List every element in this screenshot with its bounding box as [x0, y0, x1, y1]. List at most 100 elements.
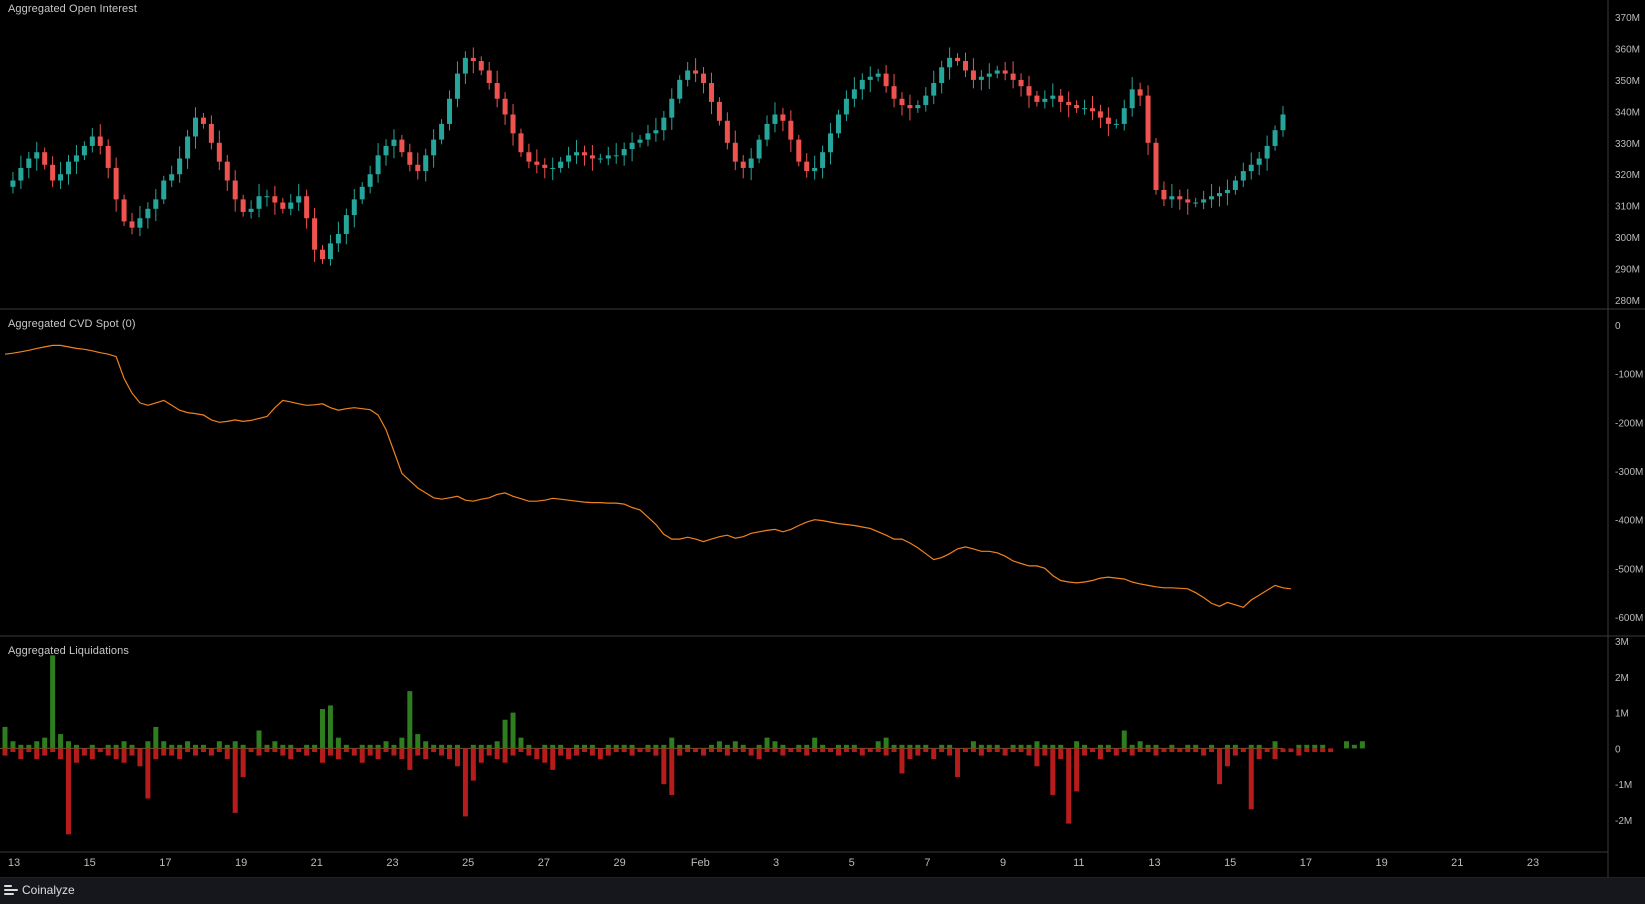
- liq-long-bar: [2, 726, 8, 749]
- liq-short-bar: [367, 748, 373, 756]
- liq-long-bar: [1185, 744, 1191, 749]
- oi-candle: [1145, 95, 1151, 143]
- liq-long-bar: [1105, 744, 1111, 749]
- liq-short-bar: [335, 748, 341, 760]
- liq-short-bar: [288, 748, 294, 760]
- liq-short-bar: [677, 748, 683, 756]
- liq-long-bar: [478, 744, 484, 749]
- liq-short-bar: [1026, 748, 1032, 756]
- x-tick-label: 13: [8, 857, 20, 869]
- liq-long-bar: [359, 744, 365, 749]
- liq-short-bar: [1328, 748, 1334, 752]
- liq-short-bar: [566, 748, 572, 760]
- liq-short-bar: [764, 748, 770, 752]
- oi-candle: [1058, 95, 1064, 102]
- liq-short-bar: [73, 748, 79, 763]
- oi-candle: [915, 105, 921, 109]
- oi-candle: [264, 196, 270, 198]
- x-tick-label: 19: [235, 857, 247, 869]
- liq-short-bar: [1264, 748, 1270, 752]
- liq-short-bar: [843, 748, 849, 752]
- liq-long-bar: [772, 741, 778, 749]
- liq-long-bar: [73, 744, 79, 749]
- oi-candle: [327, 243, 333, 260]
- liq-short-bar: [812, 748, 818, 752]
- oi-candle: [875, 73, 881, 77]
- liq-short-bar: [804, 748, 810, 756]
- liq-long-bar: [1153, 744, 1159, 749]
- liq-short-bar: [296, 748, 302, 752]
- liq-short-bar: [653, 748, 659, 756]
- liq-long-bar: [343, 744, 349, 749]
- cvd-line: [4, 344, 1291, 608]
- liq-short-bar: [1153, 748, 1159, 756]
- liq-short-bar: [50, 748, 56, 752]
- liq-y-tick-label: 1M: [1615, 709, 1629, 720]
- oi-candle: [431, 139, 437, 156]
- liq-short-bar: [923, 748, 929, 752]
- oi-candle: [359, 186, 365, 200]
- liq-short-bar: [947, 748, 953, 756]
- liq-long-bar: [764, 737, 770, 749]
- x-tick-label: 7: [924, 857, 930, 869]
- liq-long-bar: [1272, 741, 1278, 749]
- oi-candle: [835, 114, 841, 134]
- oi-y-tick-label: 300M: [1615, 233, 1640, 244]
- liq-short-bar: [153, 748, 159, 760]
- oi-candle: [399, 139, 405, 153]
- liq-long-bar: [907, 744, 913, 749]
- liq-short-bar: [978, 748, 984, 756]
- liq-short-bar: [280, 748, 286, 756]
- oi-candle: [73, 155, 79, 162]
- liq-long-bar: [50, 655, 56, 749]
- liq-long-bar: [1193, 744, 1199, 749]
- oi-candle: [50, 164, 56, 181]
- liq-long-bar: [1304, 744, 1310, 749]
- liq-short-bar: [637, 748, 643, 752]
- liq-short-bar: [1201, 748, 1207, 756]
- oi-candle: [26, 158, 32, 168]
- oi-candle: [470, 57, 476, 62]
- liq-short-bar: [939, 748, 945, 752]
- liq-long-bar: [1050, 744, 1056, 749]
- liq-short-bar: [685, 748, 691, 752]
- oi-candle: [351, 199, 357, 216]
- oi-candle: [645, 133, 651, 140]
- liq-short-bar: [264, 748, 270, 752]
- oi-y-tick-label: 320M: [1615, 170, 1640, 181]
- oi-y-tick-label: 350M: [1615, 76, 1640, 87]
- footer-bar: Coinalyze: [0, 877, 1645, 904]
- liq-long-bar: [1209, 744, 1215, 749]
- liq-long-bar: [1248, 744, 1254, 749]
- liq-long-bar: [796, 744, 802, 749]
- oi-candle: [756, 139, 762, 159]
- oi-candle: [1264, 145, 1270, 159]
- liq-short-bar: [97, 748, 103, 752]
- liq-short-bar: [208, 748, 214, 756]
- oi-candle: [701, 73, 707, 84]
- liq-short-bar: [915, 748, 921, 756]
- liq-long-bar: [232, 741, 238, 749]
- liq-short-bar: [955, 748, 961, 778]
- liq-short-bar: [558, 748, 564, 756]
- liq-short-bar: [788, 748, 794, 752]
- oi-candle: [1002, 70, 1008, 74]
- liq-short-bar: [828, 748, 834, 752]
- liq-short-bar: [375, 748, 381, 760]
- liq-long-bar: [320, 709, 326, 749]
- liq-short-bar: [1296, 748, 1302, 756]
- x-tick-label: 21: [311, 857, 323, 869]
- liq-long-bar: [629, 744, 635, 749]
- liq-long-bar: [899, 744, 905, 749]
- liq-long-bar: [391, 744, 397, 749]
- cvd-y-tick-label: -100M: [1615, 370, 1643, 381]
- liq-short-bar: [66, 748, 72, 835]
- liq-short-bar: [1169, 748, 1175, 752]
- oi-candle: [454, 73, 460, 99]
- brand[interactable]: Coinalyze: [4, 883, 75, 897]
- oi-candle: [653, 130, 659, 134]
- liq-short-bar: [859, 748, 865, 756]
- liq-short-bar: [701, 748, 707, 756]
- oi-candle: [439, 123, 445, 140]
- oi-candle: [343, 215, 349, 234]
